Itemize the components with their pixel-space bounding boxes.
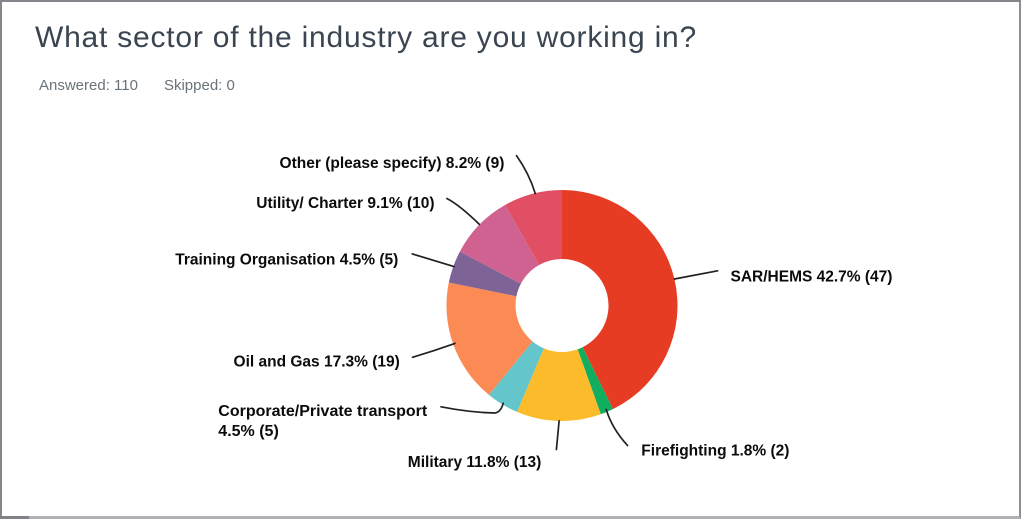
svg-text:Utility/ Charter 9.1% (10): Utility/ Charter 9.1% (10)	[256, 195, 434, 212]
svg-text:4.5% (5): 4.5% (5)	[218, 423, 278, 440]
svg-text:Training Organisation 4.5% (5): Training Organisation 4.5% (5)	[175, 252, 398, 269]
svg-text:Other (please specify) 8.2% (9: Other (please specify) 8.2% (9)	[280, 155, 505, 172]
svg-text:Military 11.8% (13): Military 11.8% (13)	[408, 454, 542, 471]
svg-text:Corporate/Private transport: Corporate/Private transport	[218, 403, 428, 420]
svg-text:SAR/HEMS 42.7% (47): SAR/HEMS 42.7% (47)	[731, 268, 893, 285]
svg-text:Firefighting 1.8% (2): Firefighting 1.8% (2)	[641, 443, 789, 460]
svg-text:Oil and Gas 17.3% (19): Oil and Gas 17.3% (19)	[234, 353, 400, 370]
